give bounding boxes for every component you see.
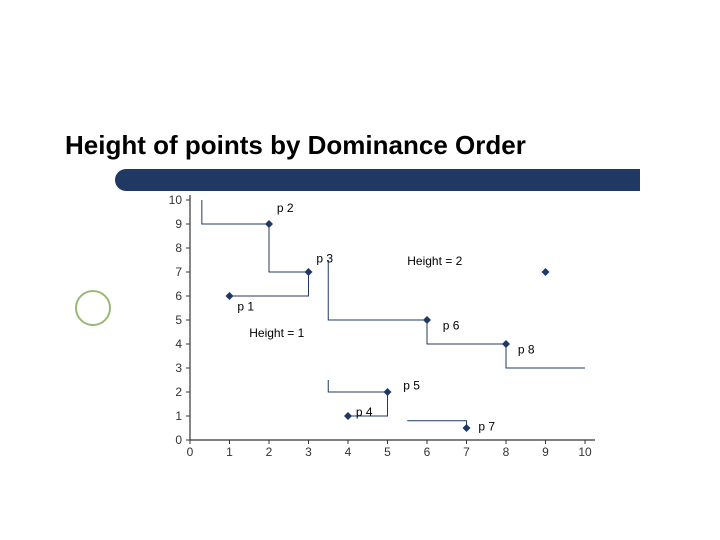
svg-text:p 7: p 7 <box>478 419 495 433</box>
svg-text:3: 3 <box>175 361 182 375</box>
svg-text:9: 9 <box>175 217 182 231</box>
svg-text:9: 9 <box>542 445 549 459</box>
dominance-chart: 0 1 2 3 4 5 6 7 8 9 10 0 1 2 3 4 5 6 7 8 9 10 p 1 p 2 p 3 p 4 p 5 p… <box>155 195 595 465</box>
title-underline-bar <box>115 169 640 191</box>
svg-text:p 3: p 3 <box>316 251 333 265</box>
svg-text:7: 7 <box>175 265 182 279</box>
svg-text:8: 8 <box>503 445 510 459</box>
accent-circle <box>75 290 111 326</box>
svg-text:p 5: p 5 <box>403 379 420 393</box>
svg-text:0: 0 <box>175 433 182 447</box>
svg-text:2: 2 <box>266 445 273 459</box>
svg-text:7: 7 <box>463 445 470 459</box>
svg-text:5: 5 <box>384 445 391 459</box>
svg-text:10: 10 <box>169 195 183 207</box>
svg-text:Height = 2: Height = 2 <box>407 254 462 268</box>
svg-text:1: 1 <box>175 409 182 423</box>
svg-text:8: 8 <box>175 241 182 255</box>
svg-text:4: 4 <box>175 337 182 351</box>
svg-text:1: 1 <box>226 445 233 459</box>
svg-text:6: 6 <box>175 289 182 303</box>
svg-text:p 1: p 1 <box>237 299 254 313</box>
svg-text:Height = 1: Height = 1 <box>249 326 304 340</box>
svg-text:6: 6 <box>424 445 431 459</box>
slide-title: Height of points by Dominance Order <box>65 130 526 161</box>
svg-text:p 6: p 6 <box>443 319 460 333</box>
svg-text:5: 5 <box>175 313 182 327</box>
svg-text:10: 10 <box>578 445 592 459</box>
svg-text:0: 0 <box>187 445 194 459</box>
svg-text:2: 2 <box>175 385 182 399</box>
svg-text:p 8: p 8 <box>518 343 535 357</box>
svg-text:3: 3 <box>305 445 312 459</box>
svg-text:4: 4 <box>345 445 352 459</box>
svg-text:p 4: p 4 <box>356 405 373 419</box>
svg-text:p 2: p 2 <box>277 201 294 215</box>
